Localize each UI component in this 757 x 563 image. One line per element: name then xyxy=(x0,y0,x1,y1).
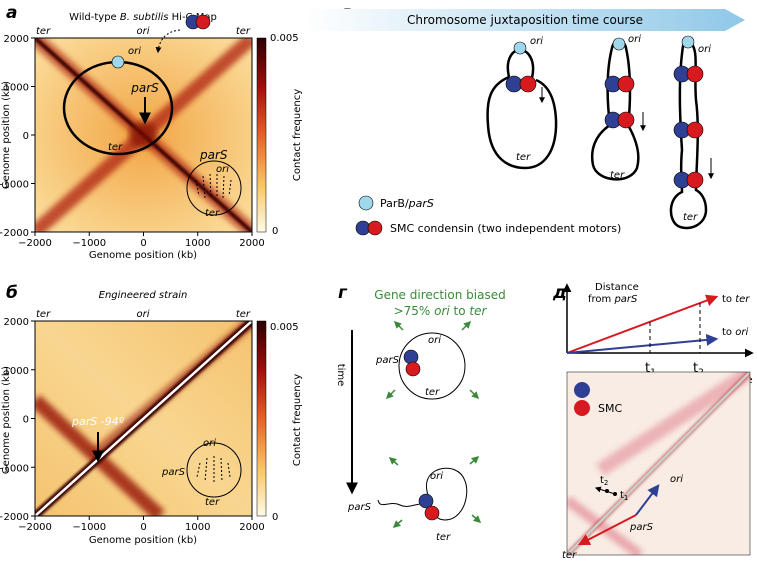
map-label: ori xyxy=(428,335,441,346)
ori-label: ori xyxy=(128,46,141,57)
map-label: t2 xyxy=(600,475,608,487)
ter-label: ter xyxy=(610,170,625,181)
y-tick-label: −2000 xyxy=(0,228,29,239)
panel-d: г Gene direction biased >75% ori to ter … xyxy=(335,283,506,543)
heading: >75% ori to ter xyxy=(394,304,488,318)
inset-label: ter xyxy=(205,497,220,508)
x-tick-label: 0 xyxy=(140,522,146,533)
y-tick-label: −2000 xyxy=(0,512,29,523)
heatmap xyxy=(35,38,252,232)
y-label: Genome position (kb) xyxy=(1,366,12,474)
y-tick-label: 1000 xyxy=(4,366,29,377)
top-label: ori xyxy=(136,26,149,37)
y-tick-label: −1000 xyxy=(0,463,29,474)
x-tick-label: −1000 xyxy=(72,522,106,533)
x-tick-label: 2000 xyxy=(239,522,264,533)
ori-label: ori xyxy=(628,34,641,45)
colorbar-label: Contact frequency xyxy=(292,89,303,181)
axis-label: from parS xyxy=(588,294,638,305)
top-label: ter xyxy=(36,309,51,320)
panel-label: а xyxy=(6,3,17,23)
y-tick-label: 0 xyxy=(23,415,29,426)
top-label: ter xyxy=(236,26,251,37)
y-tick-label: 0 xyxy=(23,131,29,142)
map-label: ter xyxy=(436,532,451,543)
ter-label: ter xyxy=(108,142,123,153)
annotation: parS xyxy=(130,81,159,95)
colorbar-tick: 0 xyxy=(272,226,278,237)
axis-label: Distance xyxy=(595,282,639,293)
map-label: ter xyxy=(425,387,440,398)
top-label: ter xyxy=(236,309,251,320)
panel-title: Engineered strain xyxy=(99,290,188,301)
ori-label: ori xyxy=(698,44,711,55)
x-tick-label: 2000 xyxy=(239,238,264,249)
panel-label: б xyxy=(6,283,18,303)
panel-c: б Engineered strain ter ori ter parS -94… xyxy=(0,283,303,546)
map-label: ori xyxy=(670,474,683,485)
top-label: ter xyxy=(36,26,51,37)
panel-a: а Wild-type B. subtilis Hi-C Map ter ori… xyxy=(0,3,303,261)
line-label: to ter xyxy=(722,294,750,305)
panel-b: в Chromosome juxtaposition time course o… xyxy=(62,3,745,236)
panel-e: д Distance from parS to ter to ori t1 t2… xyxy=(552,282,754,561)
ter-label: ter xyxy=(683,212,698,223)
map-label: ori xyxy=(430,471,443,482)
panel-label: д xyxy=(552,283,567,303)
heading: Gene direction biased xyxy=(374,288,505,302)
ter-label: ter xyxy=(516,152,531,163)
legend-label: SMC xyxy=(598,402,622,415)
x-tick-label: −2000 xyxy=(18,522,52,533)
inset-label: ori xyxy=(203,438,216,449)
heatmap xyxy=(35,321,252,516)
y-label: Genome position (kb) xyxy=(1,81,12,189)
x-label: Genome position (kb) xyxy=(89,535,197,546)
annotation: parS -94º xyxy=(71,415,125,428)
map-label: parS xyxy=(629,522,654,533)
y-tick-label: 2000 xyxy=(4,317,29,328)
x-tick-label: 1000 xyxy=(185,238,210,249)
banner: Chromosome juxtaposition time course xyxy=(407,13,643,27)
top-label: ori xyxy=(136,309,149,320)
map-label: t1 xyxy=(620,490,628,502)
y-tick-label: 1000 xyxy=(4,83,29,94)
x-tick-label: 0 xyxy=(140,238,146,249)
inset-label: ter xyxy=(205,208,220,219)
time-label: time xyxy=(335,364,346,387)
line-label: to ori xyxy=(722,327,748,338)
panel-label: г xyxy=(338,283,348,303)
colorbar-label: Contact frequency xyxy=(292,374,303,466)
colorbar-tick: 0.005 xyxy=(270,33,299,44)
inset-label: ori xyxy=(216,164,229,175)
map-label: parS xyxy=(375,355,400,366)
x-tick-label: −2000 xyxy=(18,238,52,249)
colorbar-tick: 0 xyxy=(272,512,278,523)
x-tick-label: 1000 xyxy=(185,522,210,533)
map-label: parS xyxy=(347,502,372,513)
x-label: Genome position (kb) xyxy=(89,250,197,261)
heatmap xyxy=(567,372,750,555)
colorbar-tick: 0.005 xyxy=(270,322,299,333)
legend-label: ParB/parS xyxy=(380,197,434,210)
ori-label: ori xyxy=(530,36,543,47)
x-tick-label: −1000 xyxy=(72,238,106,249)
inset-label: parS xyxy=(161,467,186,478)
map-label: ter xyxy=(562,550,577,561)
y-tick-label: 2000 xyxy=(4,34,29,45)
y-tick-label: −1000 xyxy=(0,180,29,191)
legend-label: SMC condensin (two independent motors) xyxy=(390,222,621,235)
inset-label: parS xyxy=(199,148,228,162)
